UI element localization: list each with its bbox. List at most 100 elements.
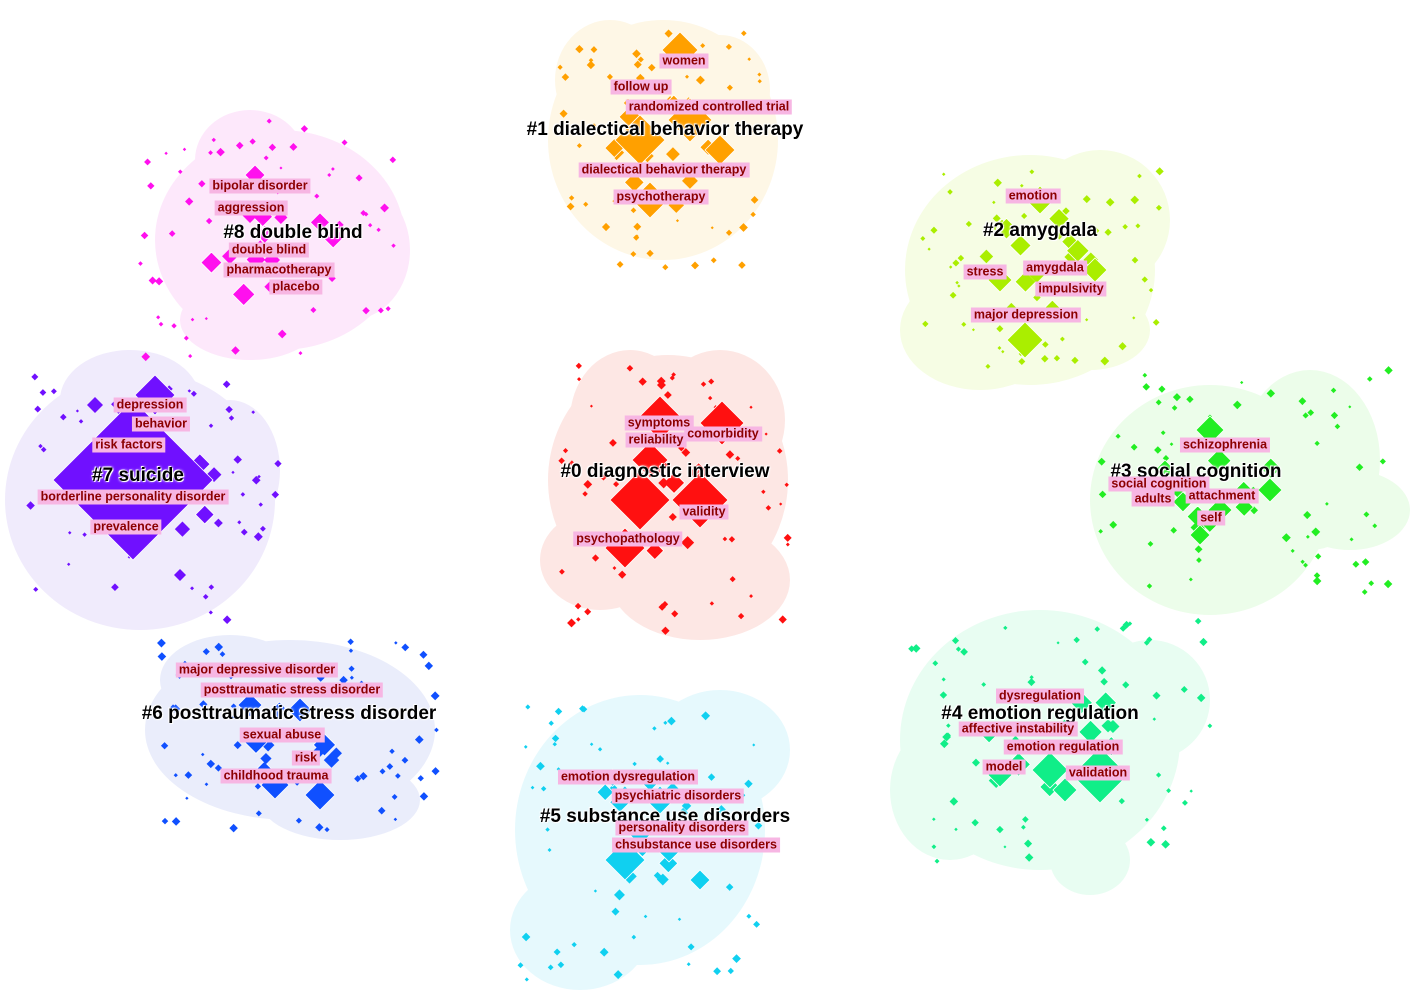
node-marker (82, 532, 87, 537)
node-marker (1056, 641, 1060, 645)
node-marker (612, 566, 617, 570)
node-marker (750, 196, 759, 204)
node-marker (753, 920, 761, 928)
keyword-posttraumatic-stress-disorder: posttraumatic stress disorder (200, 682, 384, 698)
node-marker (1053, 355, 1061, 362)
node-marker (630, 207, 637, 214)
node-marker (586, 60, 596, 70)
node-marker (728, 536, 736, 543)
keyword-psychopathology: psychopathology (573, 531, 683, 547)
keyword-borderline-personality-disorder: borderline personality disorder (37, 489, 229, 505)
node-marker (1232, 400, 1242, 410)
node-marker (750, 211, 756, 218)
node-marker (349, 675, 354, 680)
node-marker (395, 773, 401, 779)
node-marker (638, 377, 647, 386)
node-marker (214, 518, 223, 528)
node-marker (377, 806, 386, 815)
node-marker (1379, 458, 1386, 465)
node-marker (553, 948, 561, 956)
node-marker (1181, 799, 1188, 806)
node-marker (523, 745, 528, 749)
node-marker (930, 226, 938, 234)
node-marker (75, 409, 79, 413)
node-marker (707, 773, 716, 781)
node-marker (1152, 319, 1160, 326)
node-marker (524, 977, 529, 982)
node-marker (707, 395, 713, 401)
node-marker (249, 138, 256, 145)
node-marker (985, 363, 991, 369)
node-marker (671, 610, 679, 618)
cluster-4 (890, 610, 1213, 895)
node-marker (995, 217, 1018, 240)
keyword-bipolar-disorder: bipolar disorder (209, 178, 311, 194)
node-marker (233, 741, 242, 750)
node-marker (206, 467, 222, 483)
node-marker (583, 201, 589, 207)
node-marker (324, 827, 330, 833)
node-marker (1334, 423, 1341, 430)
node-marker (184, 771, 193, 779)
node-marker (430, 691, 440, 701)
node-marker (1006, 321, 1044, 359)
node-marker (348, 665, 355, 672)
node-marker (266, 118, 272, 124)
node-marker (391, 243, 396, 248)
node-marker (323, 752, 340, 768)
node-marker (996, 325, 1004, 333)
node-marker (214, 642, 224, 652)
node-marker (611, 907, 620, 916)
node-marker (1303, 562, 1308, 568)
node-marker (389, 156, 397, 164)
node-marker (684, 74, 690, 79)
node-marker (1142, 383, 1151, 391)
node-marker (568, 460, 575, 467)
node-marker (1196, 693, 1206, 703)
node-marker (419, 650, 428, 659)
node-marker (600, 474, 607, 481)
node-marker (1166, 788, 1172, 794)
node-marker (200, 752, 205, 757)
node-marker (147, 182, 155, 190)
node-marker (1118, 342, 1127, 351)
node-marker (154, 277, 164, 286)
node-marker (605, 466, 614, 474)
node-marker (1196, 557, 1202, 563)
node-marker (419, 792, 429, 801)
node-marker (31, 373, 39, 381)
node-marker (138, 261, 143, 266)
node-marker (735, 455, 741, 462)
node-marker (1152, 717, 1157, 721)
node-marker (1257, 477, 1283, 503)
node-marker (255, 810, 262, 817)
node-marker (171, 817, 181, 826)
node-marker (717, 809, 723, 815)
keyword-self: self (1197, 510, 1225, 526)
node-marker (725, 229, 733, 236)
node-marker (590, 46, 598, 53)
node-marker (1144, 817, 1149, 822)
node-marker (204, 782, 209, 787)
node-marker (911, 644, 921, 653)
keyword-psychotherapy: psychotherapy (613, 189, 709, 205)
node-marker (593, 889, 598, 893)
keyword-comorbidity: comorbidity (684, 426, 762, 442)
node-marker (665, 761, 670, 765)
node-marker (761, 489, 766, 495)
node-marker (1097, 666, 1107, 675)
node-marker (669, 375, 675, 381)
node-marker (700, 43, 706, 49)
node-marker (34, 405, 42, 413)
node-marker (359, 771, 368, 781)
node-marker (148, 276, 157, 285)
node-marker (633, 60, 642, 69)
node-marker (331, 167, 335, 171)
node-marker (1302, 412, 1309, 419)
node-marker (230, 703, 237, 710)
node-marker (362, 306, 370, 315)
node-marker (757, 79, 762, 84)
node-marker (754, 821, 763, 830)
node-marker (606, 73, 613, 80)
node-marker (981, 682, 987, 687)
